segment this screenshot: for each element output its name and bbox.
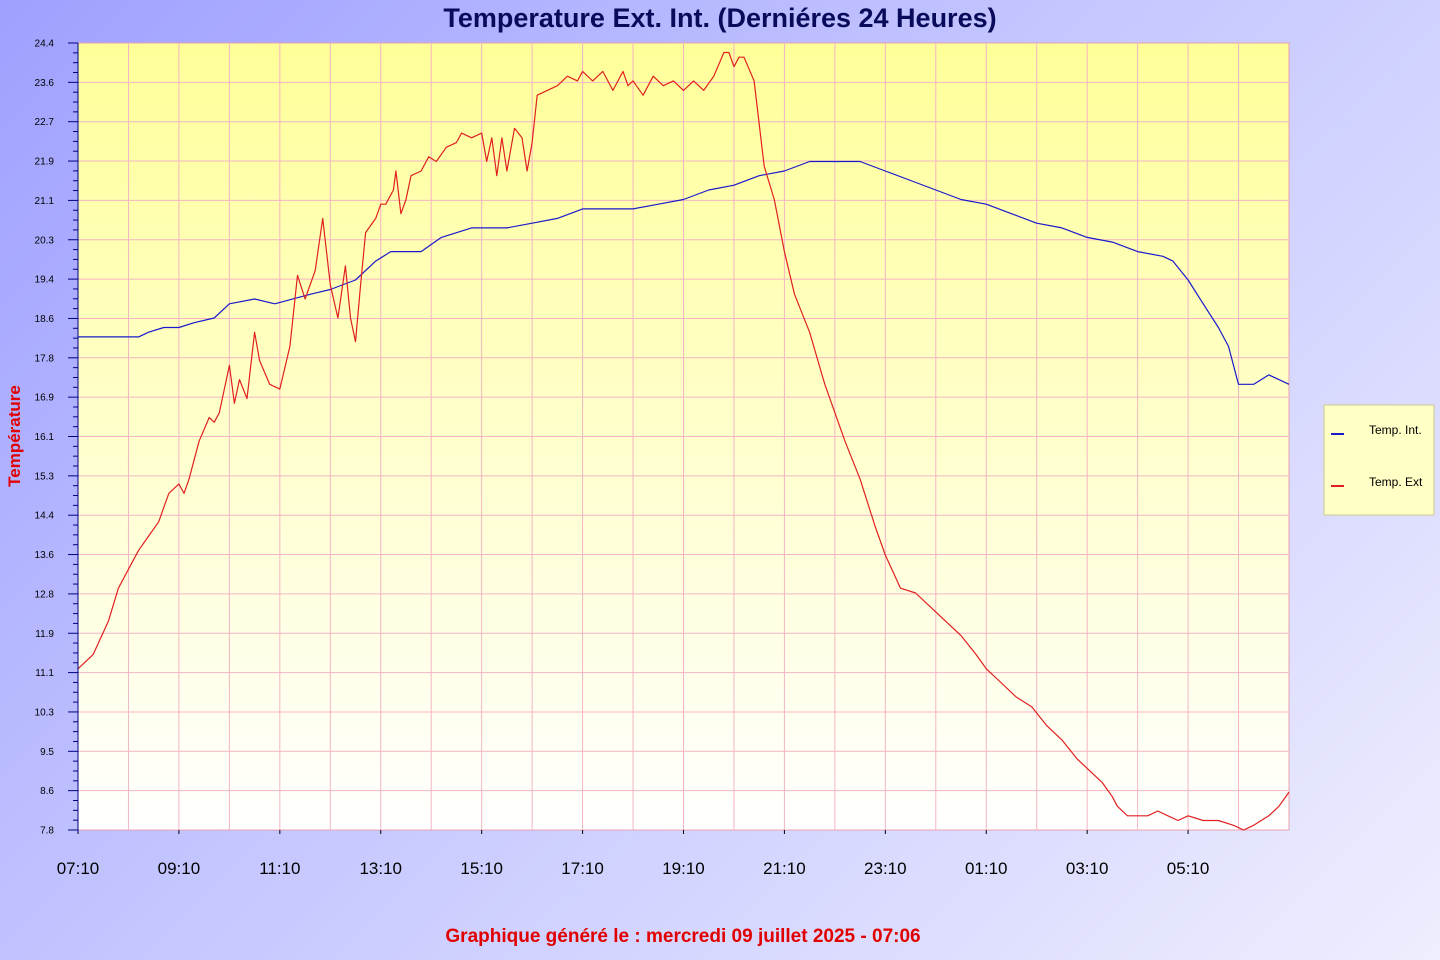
generated-footer: Graphique généré le : mercredi 09 juille… (445, 926, 920, 947)
chart-title: Temperature Ext. Int. (Derniéres 24 Heur… (443, 3, 996, 33)
y-tick-label: 11.1 (35, 668, 54, 679)
y-tick-label: 15.3 (35, 471, 55, 482)
x-tick-label: 07:10 (57, 859, 100, 878)
y-tick-label: 8.6 (40, 786, 54, 797)
y-tick-label: 11.9 (35, 629, 54, 640)
legend-label-int: Temp. Int. (1369, 423, 1422, 437)
x-tick-label: 19:10 (662, 859, 705, 878)
y-tick-label: 16.1 (35, 432, 55, 443)
y-tick-label: 17.8 (35, 353, 55, 364)
y-tick-label: 7.8 (40, 826, 54, 837)
series-lines (77, 51, 1290, 831)
y-tick-label: 16.9 (35, 393, 55, 404)
legend-box (1323, 404, 1435, 516)
y-axis-ticks: 24.4 23.6 22.7 21.9 21.1 20.3 19.4 18.6 17.8 16.9… (35, 39, 55, 837)
y-tick-label: 22.7 (35, 117, 55, 128)
x-tick-label: 13:10 (359, 859, 402, 878)
x-tick-label: 15:10 (460, 859, 503, 878)
y-tick-label: 13.6 (35, 550, 55, 561)
y-tick-label: 21.1 (35, 196, 55, 207)
y-tick-label: 23.6 (35, 78, 55, 89)
series-line-int (78, 160, 1290, 385)
y-tick-label: 18.6 (35, 314, 55, 325)
x-tick-label: 05:10 (1167, 859, 1210, 878)
axis-ticks (68, 42, 1189, 834)
y-tick-label: 20.3 (35, 235, 55, 246)
y-tick-label: 24.4 (35, 39, 55, 50)
x-tick-label: 09:10 (158, 859, 201, 878)
legend-label-ext: Temp. Ext (1369, 475, 1423, 489)
x-tick-label: 23:10 (864, 859, 907, 878)
x-tick-label: 21:10 (763, 859, 806, 878)
y-tick-label: 19.4 (35, 275, 55, 286)
y-tick-label: 9.5 (40, 747, 54, 758)
x-tick-label: 01:10 (965, 859, 1008, 878)
x-tick-label: 17:10 (561, 859, 604, 878)
y-tick-label: 10.3 (35, 707, 55, 718)
x-axis-ticks: 07:10 09:10 11:10 13:10 15:10 17:10 19:10 21:10… (57, 859, 1210, 878)
series-line-ext (77, 51, 1290, 831)
y-axis-label: Température (5, 385, 24, 487)
y-tick-label: 21.9 (35, 157, 55, 168)
grid-lines (78, 43, 1289, 830)
y-tick-label: 12.8 (35, 589, 55, 600)
y-tick-label: 14.4 (35, 511, 55, 522)
x-tick-label: 03:10 (1066, 859, 1109, 878)
legend: Temp. Int. Temp. Ext (1323, 404, 1435, 516)
x-tick-label: 11:10 (259, 859, 300, 878)
